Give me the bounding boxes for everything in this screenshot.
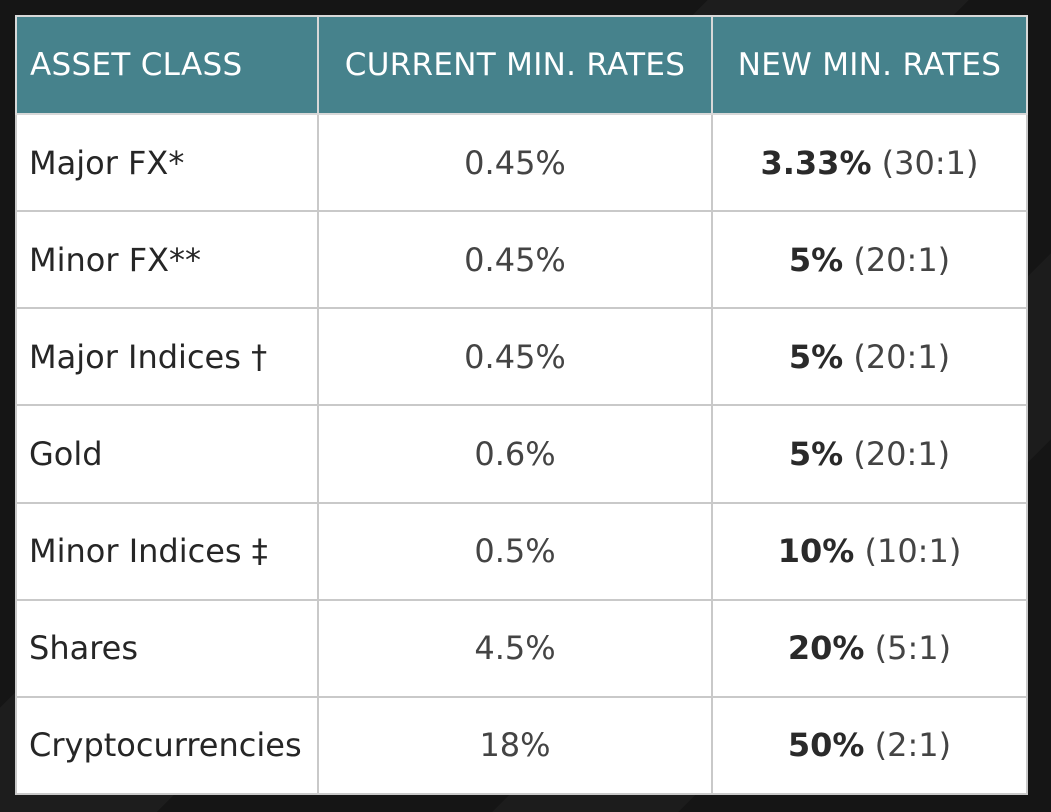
new-rate-value: 50% [787, 726, 865, 765]
asset-cell: Major FX* [15, 112, 319, 213]
new-rate-value: 5% [788, 434, 844, 473]
table-row: Minor Indices ‡ 0.5% 10% (10:1) [15, 501, 1028, 601]
table-row: Major FX* 0.45% 3.33% (30:1) [15, 112, 1028, 213]
new-rate-cell: 5% (20:1) [711, 210, 1028, 310]
table-row: Cryptocurrencies 18% 50% (2:1) [15, 695, 1028, 796]
header-new-min-rates: NEW MIN. RATES [711, 15, 1028, 115]
new-rate-cell: 5% (20:1) [711, 404, 1028, 504]
new-rate-ratio: (5:1) [874, 629, 952, 668]
asset-cell: Major Indices † [15, 307, 319, 407]
new-rate-value: 5% [788, 240, 844, 279]
header-row: ASSET CLASS CURRENT MIN. RATES NEW MIN. … [15, 15, 1028, 115]
new-rate-cell: 50% (2:1) [711, 695, 1028, 796]
current-rate-cell: 0.45% [317, 112, 713, 213]
new-rate-ratio: (30:1) [881, 143, 979, 182]
new-rate-value: 5% [788, 337, 844, 376]
new-rate-cell: 20% (5:1) [711, 598, 1028, 698]
new-rate-ratio: (10:1) [864, 532, 962, 571]
header-current-min-rates: CURRENT MIN. RATES [317, 15, 713, 115]
asset-cell: Gold [15, 404, 319, 504]
new-rate-cell: 3.33% (30:1) [711, 112, 1028, 213]
table-row: Major Indices † 0.45% 5% (20:1) [15, 307, 1028, 407]
new-rate-ratio: (20:1) [853, 434, 951, 473]
new-rate-value: 3.33% [760, 143, 872, 182]
asset-cell: Shares [15, 598, 319, 698]
header-asset-class: ASSET CLASS [15, 15, 319, 115]
margin-rates-table: ASSET CLASS CURRENT MIN. RATES NEW MIN. … [15, 15, 1028, 796]
current-rate-cell: 0.45% [317, 307, 713, 407]
current-rate-cell: 18% [317, 695, 713, 796]
current-rate-cell: 4.5% [317, 598, 713, 698]
new-rate-cell: 10% (10:1) [711, 501, 1028, 601]
asset-cell: Minor FX** [15, 210, 319, 310]
new-rate-cell: 5% (20:1) [711, 307, 1028, 407]
new-rate-ratio: (20:1) [853, 337, 951, 376]
current-rate-cell: 0.5% [317, 501, 713, 601]
table-row: Shares 4.5% 20% (5:1) [15, 598, 1028, 698]
new-rate-ratio: (20:1) [853, 240, 951, 279]
current-rate-cell: 0.45% [317, 210, 713, 310]
new-rate-value: 10% [777, 532, 855, 571]
table-row: Minor FX** 0.45% 5% (20:1) [15, 210, 1028, 310]
new-rate-ratio: (2:1) [874, 726, 952, 765]
asset-cell: Minor Indices ‡ [15, 501, 319, 601]
table-row: Gold 0.6% 5% (20:1) [15, 404, 1028, 504]
new-rate-value: 20% [787, 629, 865, 668]
margin-rates-table-container: ASSET CLASS CURRENT MIN. RATES NEW MIN. … [15, 15, 1028, 796]
current-rate-cell: 0.6% [317, 404, 713, 504]
asset-cell: Cryptocurrencies [15, 695, 319, 796]
